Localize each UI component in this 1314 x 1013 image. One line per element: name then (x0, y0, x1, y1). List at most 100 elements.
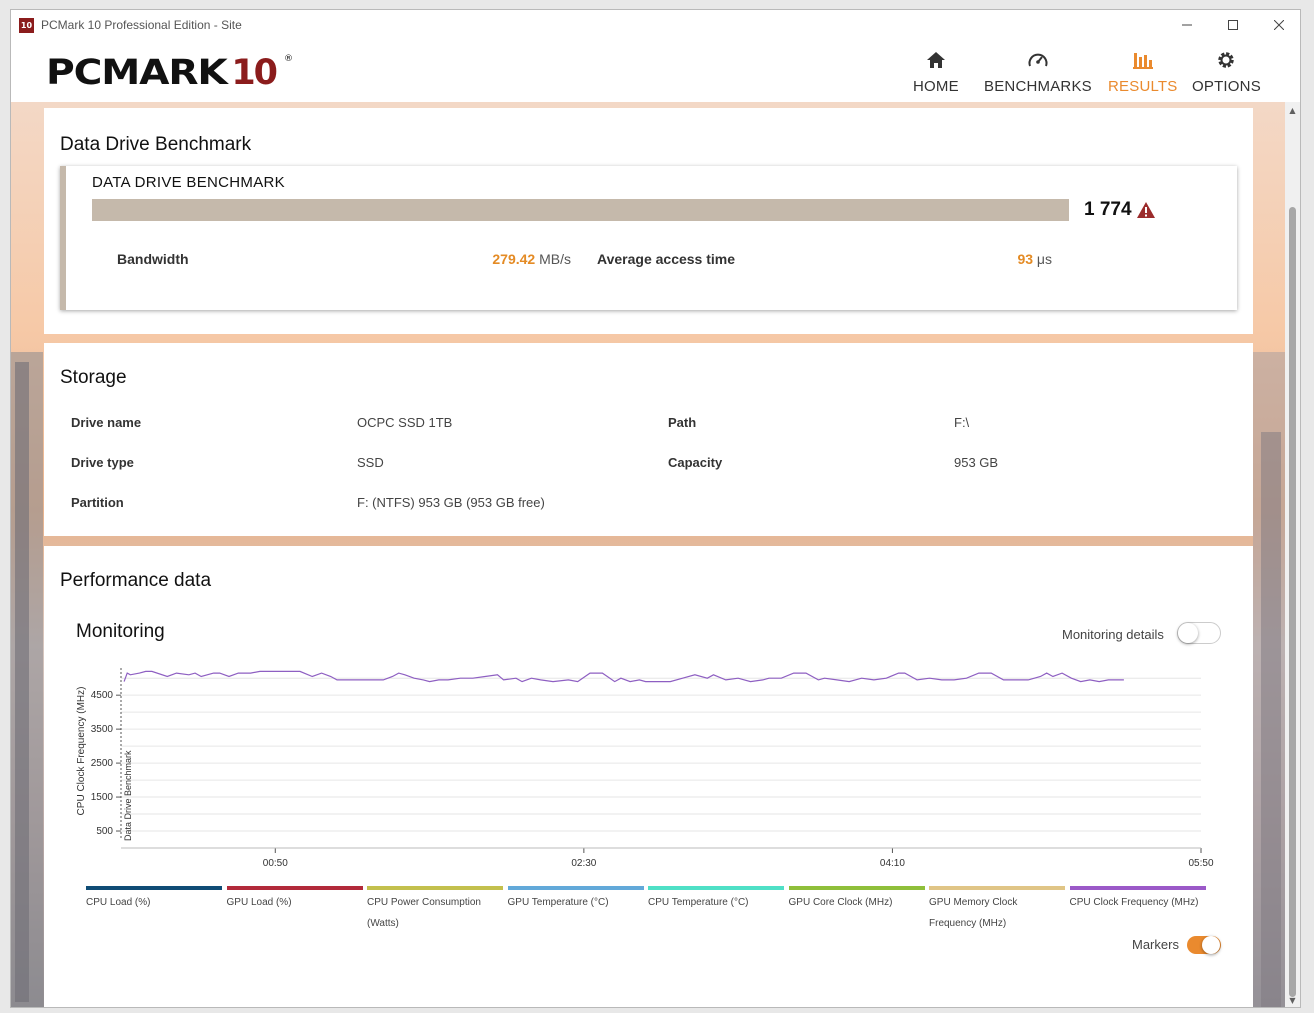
drive-name-value: OCPC SSD 1TB (357, 415, 453, 430)
toggle-knob (1202, 936, 1220, 954)
legend-item[interactable]: GPU Temperature (°C) (507, 886, 644, 913)
legend-item[interactable]: GPU Core Clock (MHz) (788, 886, 925, 913)
legend-item[interactable]: CPU Power Consumption (Watts) (367, 886, 503, 934)
legend-label: GPU Load (%) (226, 897, 292, 908)
x-tick-label: 00:50 (263, 858, 288, 866)
chart-x-ticks: 00:50 02:30 04:10 05:50 (263, 848, 1214, 866)
access-time-label: Average access time (597, 251, 736, 267)
benchmark-section-title: Data Drive Benchmark (60, 134, 252, 155)
city-background (11, 352, 1287, 1007)
legend-color-bar (1069, 886, 1206, 890)
x-tick-label: 02:30 (571, 858, 596, 866)
legend-color-bar (788, 886, 925, 890)
gauge-icon (1026, 48, 1050, 72)
nav-results-label: RESULTS (1108, 78, 1178, 95)
monitoring-title: Monitoring (76, 621, 165, 642)
markers-label: Markers (1132, 937, 1179, 952)
home-icon (924, 48, 948, 72)
logo-text: PCMARK (46, 53, 228, 93)
scroll-up-icon[interactable]: ▲ (1289, 106, 1296, 115)
markers-toggle[interactable] (1187, 936, 1221, 954)
benchmark-card[interactable]: DATA DRIVE BENCHMARK 1 774 Bandwidth 279… (60, 166, 1237, 310)
nav-results[interactable]: RESULTS (1108, 48, 1177, 95)
cpu-clock-series-line (123, 670, 1124, 683)
maximize-icon[interactable] (1210, 15, 1256, 37)
benchmark-score: 1 774 (1084, 199, 1132, 220)
capacity-label: Capacity (668, 455, 723, 470)
legend-item[interactable]: CPU Clock Frequency (MHz) (1069, 886, 1206, 913)
storage-title: Storage (60, 367, 127, 388)
monitoring-details-label: Monitoring details (1062, 627, 1164, 642)
path-label: Path (668, 415, 697, 430)
benchmark-name: DATA DRIVE BENCHMARK (92, 174, 285, 191)
pcmark-logo: PCMARK 10 ® (46, 52, 293, 94)
scroll-thumb[interactable] (1289, 207, 1296, 997)
minimize-icon[interactable] (1164, 15, 1210, 37)
close-icon[interactable] (1256, 15, 1300, 37)
x-tick-label: 04:10 (880, 858, 905, 866)
benchmark-score-bar (92, 199, 1069, 221)
legend-item[interactable]: GPU Load (%) (226, 886, 363, 913)
scroll-down-icon[interactable]: ▼ (1289, 996, 1296, 1005)
nav-benchmarks-label: BENCHMARKS (984, 78, 1092, 95)
partition-value: F: (NTFS) 953 GB (953 GB free) (357, 495, 545, 510)
y-tick-label: 2500 (91, 758, 114, 769)
x-tick-label: 05:50 (1188, 858, 1213, 866)
legend-label: CPU Clock Frequency (MHz) (1069, 897, 1199, 908)
title-bar: 10 PCMark 10 Professional Edition - Site (11, 10, 1300, 42)
drive-type-label: Drive type (71, 455, 134, 470)
results-content: Data Drive Benchmark DATA DRIVE BENCHMAR… (11, 102, 1287, 1007)
nav-options-label: OPTIONS (1192, 78, 1261, 95)
warning-icon[interactable] (1136, 201, 1156, 223)
app-header: PCMARK 10 ® HOME BENCHMARKS RESULTS (11, 42, 1300, 103)
drive-type-value: SSD (357, 455, 384, 470)
benchmark-marker-label: Data Drive Benchmark (123, 750, 133, 841)
nav-benchmarks[interactable]: BENCHMARKS (984, 48, 1092, 95)
legend-label: CPU Temperature (°C) (648, 897, 749, 908)
nav-home-label: HOME (913, 78, 959, 95)
window-title: PCMark 10 Professional Edition - Site (41, 18, 242, 32)
legend-color-bar (648, 886, 784, 890)
vertical-scrollbar[interactable]: ▲ ▼ (1285, 102, 1300, 1007)
y-tick-label: 1500 (91, 792, 114, 803)
chart-grid (121, 677, 1201, 832)
legend-label: GPU Memory Clock Frequency (MHz) (929, 897, 1018, 929)
nav-home[interactable]: HOME (913, 48, 959, 95)
logo-number: 10 (231, 53, 278, 93)
registered-mark: ® (284, 54, 293, 64)
nav-options[interactable]: OPTIONS (1192, 48, 1261, 95)
bandwidth-label: Bandwidth (117, 251, 189, 267)
legend-color-bar (226, 886, 363, 890)
y-tick-label: 4500 (91, 690, 114, 701)
capacity-value: 953 GB (954, 455, 999, 470)
app-window: 10 PCMark 10 Professional Edition - Site… (10, 9, 1301, 1008)
app-icon: 10 (19, 18, 34, 33)
legend-label: CPU Power Consumption (Watts) (367, 897, 481, 929)
y-tick-label: 500 (96, 826, 113, 837)
legend-item[interactable]: GPU Memory Clock Frequency (MHz) (929, 886, 1065, 934)
legend-item[interactable]: CPU Temperature (°C) (648, 886, 784, 913)
legend-label: CPU Load (%) (86, 897, 151, 908)
chart-y-ticks: 500 1500 2500 3500 4500 (91, 690, 121, 837)
legend-color-bar (86, 886, 222, 890)
benchmark-panel: Data Drive Benchmark DATA DRIVE BENCHMAR… (44, 108, 1253, 334)
bandwidth-value: 279.42 MB/s (492, 251, 571, 267)
legend-label: GPU Core Clock (MHz) (788, 897, 893, 908)
toggle-knob (1178, 623, 1198, 643)
legend-color-bar (367, 886, 503, 890)
partition-label: Partition (71, 495, 124, 510)
legend-item[interactable]: CPU Load (%) (86, 886, 222, 913)
gear-icon (1214, 48, 1238, 72)
storage-panel: Storage Drive name OCPC SSD 1TB Path F:\… (44, 343, 1253, 536)
drive-name-label: Drive name (71, 415, 142, 430)
performance-title: Performance data (60, 570, 212, 591)
bar-chart-icon (1131, 48, 1155, 72)
legend-label: GPU Temperature (°C) (507, 897, 609, 908)
monitoring-chart: 500 1500 2500 3500 4500 00:50 02:30 04:10 05:50… (76, 668, 1214, 866)
legend-color-bar (507, 886, 644, 890)
path-value: F:\ (954, 415, 970, 430)
y-axis-label: CPU Clock Frequency (MHz) (76, 687, 87, 816)
monitoring-details-toggle[interactable] (1177, 622, 1221, 644)
legend-color-bar (929, 886, 1065, 890)
y-tick-label: 3500 (91, 724, 114, 735)
